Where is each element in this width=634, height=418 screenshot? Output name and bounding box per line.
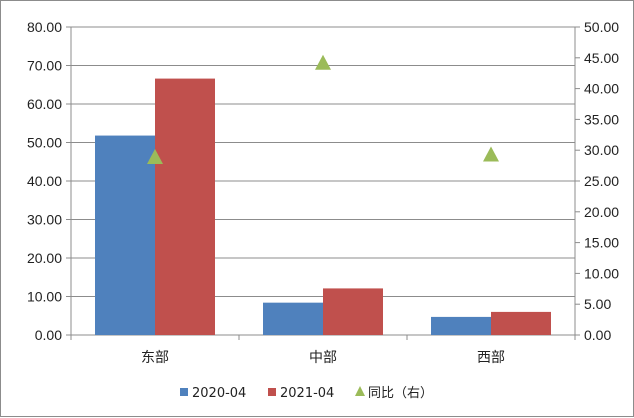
left-axis-tick-label: 40.00 [27, 173, 62, 189]
bar-2020-04 [95, 135, 155, 335]
bar-2020-04 [263, 302, 323, 335]
yoy-marker [315, 54, 331, 70]
right-axis-tick-label: 40.00 [584, 81, 619, 97]
right-axis-tick-label: 20.00 [584, 204, 619, 220]
yoy-marker [147, 148, 163, 164]
right-axis-tick-label: 30.00 [584, 142, 619, 158]
right-axis-tick-label: 45.00 [584, 50, 619, 66]
yoy-marker [483, 146, 499, 162]
right-axis-tick-label: 10.00 [584, 265, 619, 281]
left-axis-tick-label: 30.00 [27, 212, 62, 228]
left-axis-tick-label: 20.00 [27, 250, 62, 266]
left-axis-tick-label: 10.00 [27, 289, 62, 305]
left-axis-tick-label: 80.00 [27, 19, 62, 35]
bar-2020-04 [431, 316, 491, 335]
left-axis-tick-label: 50.00 [27, 135, 62, 151]
bar-2021-04 [491, 311, 551, 335]
right-axis-tick-label: 0.00 [584, 327, 611, 343]
right-axis-tick-label: 5.00 [584, 296, 611, 312]
right-axis-tick-label: 15.00 [584, 235, 619, 251]
x-axis-category-label: 东部 [141, 350, 169, 366]
legend-swatch [180, 388, 188, 396]
left-axis-tick-label: 0.00 [35, 327, 62, 343]
legend-swatch [268, 388, 276, 396]
x-axis-category-label: 西部 [477, 350, 505, 366]
right-axis-tick-label: 25.00 [584, 173, 619, 189]
right-axis-tick-label: 35.00 [584, 111, 619, 127]
left-axis-tick-label: 60.00 [27, 96, 62, 112]
bar-2021-04 [323, 288, 383, 335]
legend-label: 2021-04 [280, 386, 334, 401]
right-axis-tick-label: 50.00 [584, 19, 619, 35]
left-axis-tick-label: 70.00 [27, 58, 62, 74]
x-axis-category-label: 中部 [309, 350, 337, 366]
bar-2021-04 [155, 78, 215, 335]
legend-label: 同比（右） [368, 386, 433, 401]
legend-swatch [355, 386, 365, 396]
legend-label: 2020-04 [192, 386, 246, 401]
